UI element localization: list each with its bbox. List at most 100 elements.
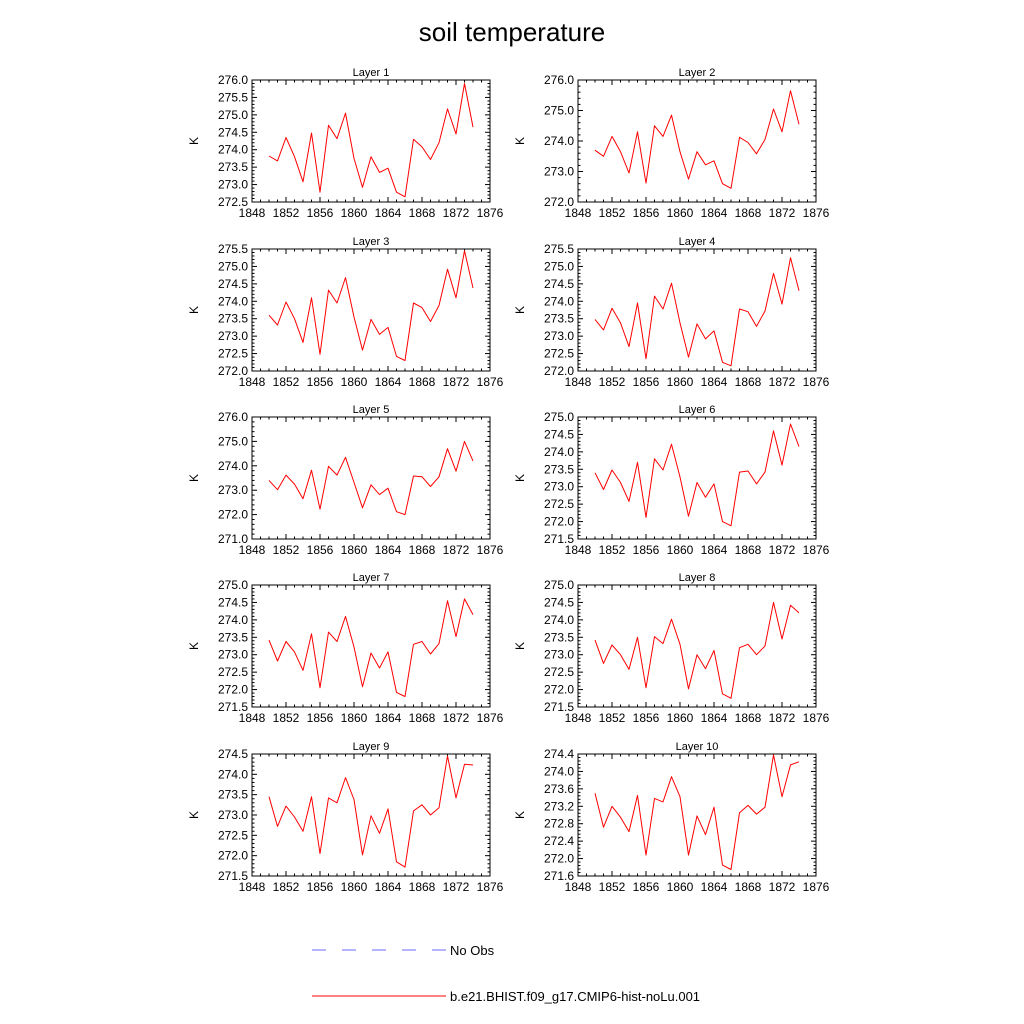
panel-layer-3: Layer 3 K 1848 1852 1856 1860 1864 1868 1872 1876… [187, 236, 504, 389]
y-tick-label: 273.0 [218, 483, 248, 497]
x-tick-label: 1852 [599, 375, 626, 389]
x-tick-label: 1852 [599, 880, 626, 894]
y-tick-label: 275.0 [218, 578, 248, 592]
y-tick-label: 272.5 [544, 497, 574, 511]
y-tick-label: 275.0 [544, 259, 574, 273]
x-tick-label: 1864 [701, 375, 728, 389]
x-tick-label: 1872 [443, 543, 470, 557]
y-tick-label: 272.0 [544, 195, 574, 209]
y-tick-label: 276.0 [218, 73, 248, 87]
x-tick-label: 1860 [341, 543, 368, 557]
panel-title: Layer 8 [679, 572, 716, 584]
panel-title: Layer 3 [353, 236, 390, 248]
x-tick-label: 1872 [443, 711, 470, 725]
x-tick-label: 1872 [769, 206, 796, 220]
panel-layer-8: Layer 8 K 1848 1852 1856 1860 1864 1868 1872 1876… [513, 572, 830, 725]
x-tick-label: 1872 [769, 711, 796, 725]
panel-layer-7: Layer 7 K 1848 1852 1856 1860 1864 1868 1872 1876… [187, 572, 504, 725]
x-tick-label: 1856 [307, 375, 334, 389]
panel-layer-1: Layer 1 K 1848 1852 1856 1860 1864 1868 1872 1876… [187, 67, 504, 220]
x-tick-label: 1860 [667, 206, 694, 220]
y-tick-label: 273.0 [544, 480, 574, 494]
x-tick-label: 1876 [477, 375, 504, 389]
y-tick-label: 272.0 [544, 364, 574, 378]
y-tick-label: 275.5 [218, 242, 248, 256]
y-tick-label: 272.0 [218, 849, 248, 863]
y-axis-label: K [187, 306, 201, 314]
x-tick-label: 1856 [307, 543, 334, 557]
y-axis-label: K [187, 474, 201, 482]
y-tick-label: 275.0 [218, 259, 248, 273]
x-tick-label: 1860 [667, 880, 694, 894]
legend-no-obs-label: No Obs [450, 943, 495, 958]
y-tick-label: 272.5 [544, 347, 574, 361]
x-tick-label: 1856 [633, 375, 660, 389]
x-tick-label: 1860 [667, 711, 694, 725]
panel-layer-6: Layer 6 K 1848 1852 1856 1860 1864 1868 1872 1876… [513, 404, 830, 557]
legend-model-label: b.e21.BHIST.f09_g17.CMIP6-hist-noLu.001 [450, 989, 700, 1004]
y-tick-label: 272.0 [544, 852, 574, 866]
plot-frame [251, 248, 491, 372]
y-tick-label: 274.5 [218, 125, 248, 139]
y-tick-label: 272.0 [218, 683, 248, 697]
y-tick-label: 272.8 [544, 817, 574, 831]
plot-frame [577, 416, 817, 540]
y-tick-label: 272.5 [218, 195, 248, 209]
panel-layer-9: Layer 9 K 1848 1852 1856 1860 1864 1868 1872 1876… [187, 741, 504, 894]
x-tick-label: 1872 [769, 543, 796, 557]
y-tick-label: 274.5 [218, 747, 248, 761]
panels-grid: Layer 1 K 1848 1852 1856 1860 1864 1868 1872 1876… [187, 67, 830, 894]
y-tick-label: 272.0 [544, 683, 574, 697]
x-tick-label: 1852 [273, 711, 300, 725]
x-tick-label: 1848 [239, 375, 266, 389]
x-tick-label: 1852 [273, 206, 300, 220]
x-tick-label: 1868 [735, 543, 762, 557]
y-tick-label: 275.0 [218, 108, 248, 122]
x-tick-label: 1872 [769, 880, 796, 894]
y-tick-label: 275.0 [544, 104, 574, 118]
y-tick-label: 274.5 [218, 277, 248, 291]
x-tick-label: 1868 [409, 375, 436, 389]
y-tick-label: 274.0 [218, 767, 248, 781]
x-tick-label: 1856 [307, 206, 334, 220]
y-tick-label: 274.0 [544, 613, 574, 627]
y-tick-label: 271.5 [218, 700, 248, 714]
x-tick-label: 1864 [375, 880, 402, 894]
x-tick-label: 1864 [701, 711, 728, 725]
y-axis-label: K [513, 137, 527, 145]
x-tick-label: 1868 [409, 206, 436, 220]
x-tick-label: 1852 [273, 543, 300, 557]
series-line-model [594, 423, 800, 527]
x-tick-label: 1872 [443, 375, 470, 389]
series-line-model [268, 250, 474, 361]
x-tick-label: 1856 [307, 880, 334, 894]
legend: No Obs b.e21.BHIST.f09_g17.CMIP6-hist-no… [312, 943, 700, 1004]
series-line-model [268, 83, 474, 198]
y-axis-label: K [187, 642, 201, 650]
y-tick-label: 273.6 [544, 782, 574, 796]
y-axis-label: K [513, 306, 527, 314]
y-tick-label: 274.5 [544, 277, 574, 291]
series-line-model [268, 598, 474, 697]
series-line-model [268, 440, 474, 516]
plot-frame [251, 584, 491, 708]
x-tick-label: 1864 [375, 206, 402, 220]
x-tick-label: 1852 [273, 375, 300, 389]
y-tick-label: 273.0 [544, 329, 574, 343]
panel-title: Layer 5 [353, 404, 390, 416]
x-tick-label: 1848 [239, 880, 266, 894]
y-tick-label: 274.0 [544, 294, 574, 308]
x-tick-label: 1852 [599, 543, 626, 557]
y-tick-label: 272.5 [218, 828, 248, 842]
y-tick-label: 272.4 [544, 834, 574, 848]
series-line-model [594, 754, 800, 870]
plot-frame [251, 416, 491, 540]
y-tick-label: 273.2 [544, 799, 574, 813]
x-tick-label: 1848 [565, 711, 592, 725]
y-tick-label: 273.5 [218, 788, 248, 802]
y-tick-label: 271.5 [218, 869, 248, 883]
series-line-model [594, 257, 800, 367]
y-tick-label: 276.0 [544, 73, 574, 87]
panel-layer-4: Layer 4 K 1848 1852 1856 1860 1864 1868 1872 1876… [513, 236, 830, 389]
